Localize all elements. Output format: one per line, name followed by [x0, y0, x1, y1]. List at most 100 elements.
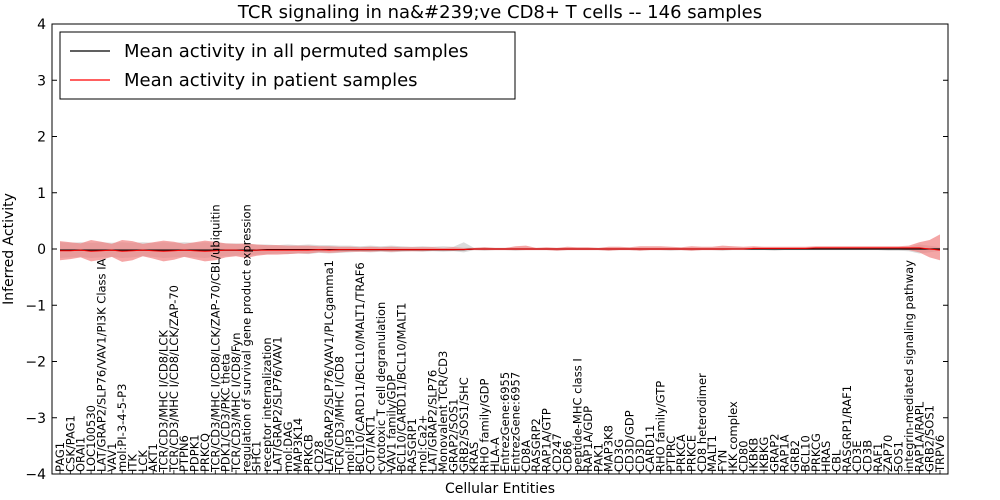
category-label: SHC1 [250, 441, 264, 472]
category-label: TCR/CD3/MHC I/CD8/Fyn [229, 332, 243, 473]
category-label: BCL10/CARD11/BCL10/MALT1 [395, 303, 409, 472]
category-label: RHO family/GTP [654, 381, 668, 472]
category-label: ORAI1 [74, 437, 88, 472]
category-label: mol:Ca2+ [415, 415, 429, 472]
category-label: LCK [136, 450, 150, 472]
series-1-band [60, 234, 940, 262]
category-label: ITK [126, 454, 140, 472]
category-label: VAV1 family/GDP [384, 375, 398, 472]
category-label: RASGRP2 [529, 418, 543, 472]
category-label: CD3B [861, 440, 875, 472]
category-label: PAG1 [53, 442, 67, 472]
category-label: regulation of survival gene product expr… [239, 204, 253, 472]
category-label: PRKCE [685, 435, 699, 472]
category-label: PRKCG [809, 433, 823, 472]
category-label: TCR/CD3/MHC I/CD8/LCK/ZAP-70/CBL/ubiquit… [208, 204, 222, 473]
category-label: cytotoxic T cell degranulation [374, 302, 388, 472]
category-label: mol:PI-3-4-5-P3 [115, 384, 129, 472]
category-label: RAP1A/GDP [581, 406, 595, 472]
category-label: AKT1 [146, 443, 160, 472]
category-label: LAT/GRAP2/SLP76/VAV1 [270, 336, 284, 472]
category-label: KRAS [467, 442, 481, 472]
y-tick-label: −4 [25, 467, 46, 483]
category-label: FYN [716, 450, 730, 472]
category-label: PTPN6 [177, 435, 191, 472]
series-1-line [60, 247, 941, 252]
category-label: PAK1 [591, 443, 605, 472]
category-label: EntrezGene:6957 [509, 372, 523, 472]
legend-box [59, 31, 516, 100]
category-label: GRAP2/SOS1 [446, 399, 460, 472]
category-label: RASGRP1 [405, 418, 419, 472]
legend-label-0: Mean activity in all permuted samples [124, 41, 468, 62]
category-label: IKBKB [747, 438, 761, 472]
category-label: EntrezGene:6955 [498, 372, 512, 472]
category-label: CARD11 [643, 425, 657, 472]
category-label: mol:IP3 [343, 429, 357, 472]
category-label: CD3E [850, 441, 864, 472]
category-label: PRKCQ [198, 433, 212, 472]
y-tick-label: 2 [37, 130, 46, 146]
y-tick-label: 1 [37, 186, 46, 202]
legend-label-1: Mean activity in patient samples [124, 70, 418, 91]
category-label: MAP3K8 [602, 425, 616, 472]
category-label: PRKCB [302, 434, 316, 472]
y-tick-label: 4 [37, 17, 46, 33]
x-axis-label: Cellular Entities [445, 481, 555, 497]
y-axis-label: Inferred Activity [1, 193, 17, 305]
category-label: CD80 [736, 440, 750, 472]
category-label: integrin-mediated signaling pathway [902, 260, 916, 472]
y-tick-label: −2 [25, 355, 46, 371]
y-tick-label: −3 [25, 411, 46, 427]
category-label: CD8 heterodimer [695, 373, 709, 472]
category-label: LAT/GRAP2/SLP76/VAV1/PLCgamma1 [322, 260, 336, 472]
category-label: GRB2/SOS1 [923, 405, 937, 472]
category-label: CD28 [312, 440, 326, 472]
category-label: MAP3K14 [291, 418, 305, 472]
category-label: RAP1A/GTP [540, 408, 554, 472]
category-label: PDPK1 [188, 434, 202, 472]
category-label: TCR/CD3/MHC I/CD8 [333, 356, 347, 473]
legend: Mean activity in all permuted samples Mea… [59, 31, 516, 100]
category-label: PTPRC [664, 436, 678, 472]
category-label: SOS1 [892, 441, 906, 472]
category-label: BCL10/CARD11/BCL10/MALT1/TRAF6 [353, 262, 367, 472]
chart-title: TCR signaling in na&#239;ve CD8+ T cells… [237, 2, 762, 23]
y-tick-label: −1 [25, 298, 46, 314]
category-label: ZAP70 [881, 435, 895, 472]
category-label: GRB2 [788, 440, 802, 472]
category-label: RHO family/GDP [478, 379, 492, 472]
category-label: CBL [830, 449, 844, 472]
category-label: GRB2/SOS1/SHC [457, 377, 471, 472]
category-label: BCL10 [798, 435, 812, 472]
category-label: CSK/PAG1 [63, 415, 77, 472]
y-tick-label: 3 [37, 73, 46, 89]
category-label: PRKCA [674, 434, 688, 472]
y-tick-label: 0 [37, 242, 46, 258]
category-label: IKK complex [726, 401, 740, 472]
category-label: IKBKG [757, 437, 771, 472]
category-label: HRAS [819, 441, 833, 472]
category-label: TCR/CD3/MHC I/CD8/LCK [157, 330, 171, 473]
category-label: PDK1/CD3/PKC theta [219, 353, 233, 472]
category-label: TCR/CD3/MHC I/CD8/LCK/ZAP-70 [167, 285, 181, 473]
category-label: RAP1A [778, 434, 792, 472]
category-label: CD3D [633, 439, 647, 472]
category-label: RASGRP1/RAF1 [840, 385, 854, 472]
category-label: MALT1 [705, 435, 719, 472]
category-label: VAV1 [105, 443, 119, 472]
category-label: mol:DAG [281, 421, 295, 472]
category-label: LOC100530 [84, 405, 98, 472]
category-label: CD3D/GDP [622, 410, 636, 472]
category-label: TRPV6 [933, 435, 947, 473]
category-label: receptor internalization [260, 337, 274, 472]
category-label: Monovalent TCR/CD3 [436, 351, 450, 472]
category-label: CD8A [519, 440, 533, 472]
category-label: GRAP2 [767, 433, 781, 472]
category-label: HLA-A [488, 437, 502, 472]
category-label: CD3G [612, 439, 626, 472]
category-label: RAF1 [871, 443, 885, 472]
category-label: RAP1A/RAPL [912, 401, 926, 472]
category-label: peptide-MHC class I [571, 358, 585, 472]
